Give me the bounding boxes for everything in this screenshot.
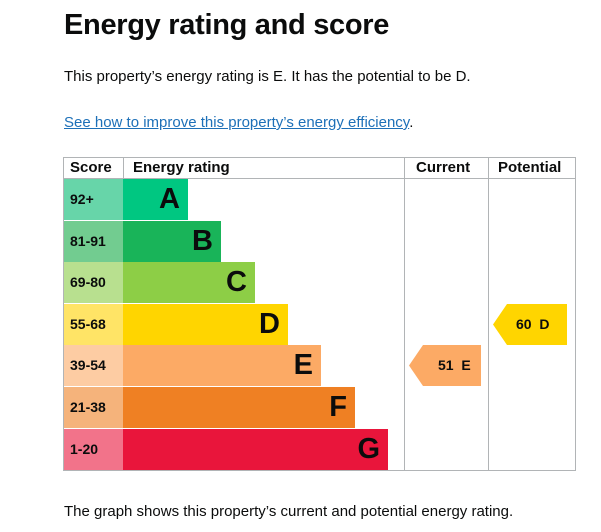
current-arrow-shape — [409, 345, 481, 386]
rating-band-letter: C — [226, 266, 247, 298]
rating-band-letter: F — [329, 391, 347, 423]
current-rating-label: 51 E — [438, 357, 471, 373]
page-title: Energy rating and score — [64, 9, 390, 41]
score-range-g: 1-20 — [64, 429, 123, 470]
score-divider — [123, 157, 124, 178]
current-arrow-polygon — [409, 345, 481, 386]
score-range-f: 21-38 — [64, 387, 123, 428]
link-suffix: . — [409, 114, 414, 131]
rating-band-letter: D — [259, 308, 280, 340]
header-divider — [63, 178, 576, 179]
rating-band-g: G — [123, 429, 388, 470]
rating-band-e: E — [123, 345, 321, 386]
chart-frame — [63, 157, 576, 471]
header-energy-rating: Energy rating — [133, 159, 230, 176]
rating-band-a: A — [123, 179, 188, 220]
score-range-d: 55-68 — [64, 304, 123, 345]
rating-band-letter: A — [159, 183, 180, 215]
rating-band-d: D — [123, 304, 288, 345]
potential-divider — [488, 157, 489, 471]
rating-band-c: C — [123, 262, 255, 303]
potential-arrow-shape — [493, 304, 567, 345]
score-range-a: 92+ — [64, 179, 123, 220]
score-range-c: 69-80 — [64, 262, 123, 303]
potential-rating-label: 60 D — [516, 316, 550, 332]
rating-band-f: F — [123, 387, 355, 428]
header-score: Score — [70, 159, 112, 176]
improve-link-line: See how to improve this property’s energ… — [64, 113, 413, 133]
rating-summary: This property’s energy rating is E. It h… — [64, 68, 471, 85]
score-range-e: 39-54 — [64, 345, 123, 386]
rating-band-letter: E — [293, 349, 313, 381]
current-divider — [404, 157, 405, 471]
header-potential: Potential — [498, 159, 562, 176]
score-range-b: 81-91 — [64, 221, 123, 262]
rating-band-b: B — [123, 221, 221, 262]
potential-arrow-polygon — [493, 304, 567, 345]
header-current: Current — [416, 159, 471, 176]
rating-band-letter: G — [357, 433, 380, 465]
graph-description: The graph shows this property’s current … — [64, 503, 514, 520]
improve-efficiency-link[interactable]: See how to improve this property’s energ… — [64, 114, 410, 131]
rating-band-letter: B — [192, 225, 213, 257]
